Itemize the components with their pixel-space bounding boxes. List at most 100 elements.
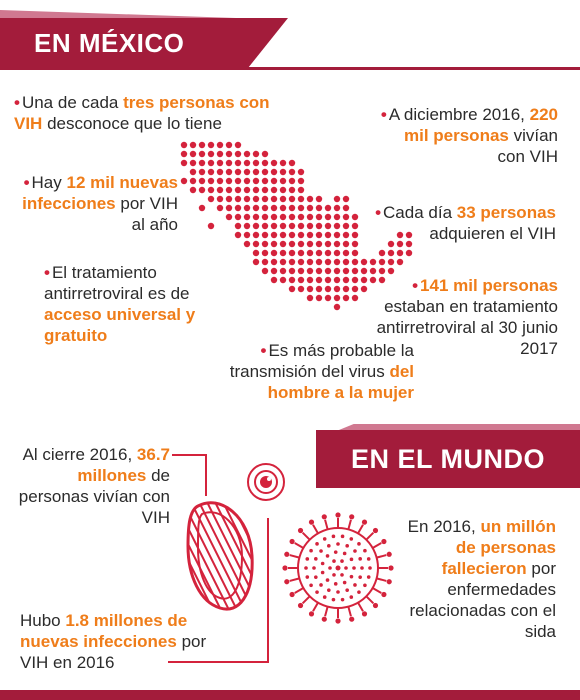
map-dot	[387, 249, 395, 257]
map-dot	[225, 141, 233, 149]
map-dot	[198, 186, 206, 194]
virus-spike	[312, 602, 319, 612]
stripe	[219, 502, 253, 610]
virus-core-dot	[314, 575, 318, 579]
map-dot	[342, 285, 350, 293]
map-dot	[297, 168, 305, 176]
map-dot	[252, 150, 260, 158]
map-dot	[225, 159, 233, 167]
map-dot	[225, 168, 233, 176]
virus-cell-icon	[282, 512, 394, 624]
map-dot	[279, 186, 287, 194]
map-dot	[207, 168, 215, 176]
map-dot	[207, 195, 215, 203]
map-dot	[189, 168, 197, 176]
map-dot	[234, 177, 242, 185]
virus-core-dot	[312, 566, 316, 570]
map-dot	[270, 267, 278, 275]
map-dot	[306, 276, 314, 284]
virus-core-dot	[349, 537, 354, 541]
map-dot	[333, 285, 341, 293]
map-dot	[306, 258, 314, 266]
map-dot	[333, 303, 341, 311]
map-dot	[333, 258, 341, 266]
map-dot	[270, 258, 278, 266]
map-dot	[288, 285, 296, 293]
map-dot	[306, 231, 314, 239]
map-dot	[288, 168, 296, 176]
map-dot	[306, 249, 314, 257]
virus-core-dot	[315, 542, 319, 546]
virus-spike-tip	[284, 579, 290, 585]
bullet-icon: •	[23, 173, 30, 192]
map-dot	[243, 222, 251, 230]
map-dot	[351, 267, 359, 275]
map-dot	[270, 168, 278, 176]
map-dot	[243, 168, 251, 176]
virus-spike-tip	[284, 551, 290, 557]
virus-spike	[365, 531, 375, 541]
map-dot	[234, 168, 242, 176]
stripe	[180, 496, 184, 616]
map-dot	[198, 150, 206, 158]
section-title-mexico: EN MÉXICO	[0, 18, 248, 68]
virus-spike	[294, 587, 304, 594]
virus-spike	[289, 554, 300, 559]
map-dot	[225, 177, 233, 185]
map-dot	[288, 258, 296, 266]
map-dot	[288, 195, 296, 203]
map-dot	[306, 213, 314, 221]
map-dot	[261, 177, 269, 185]
virus-core-dot	[349, 574, 354, 579]
map-dot	[252, 213, 260, 221]
virus-spike-tip	[297, 602, 304, 609]
virus-spike-tip	[289, 591, 295, 598]
map-dot	[306, 285, 314, 293]
virus-core-dot	[340, 559, 344, 563]
map-dot	[342, 240, 350, 248]
map-dot	[207, 177, 215, 185]
map-dot	[315, 267, 323, 275]
virus-core-dot	[333, 550, 338, 554]
map-dot	[342, 204, 350, 212]
virus-core-dot	[345, 588, 349, 592]
map-dot	[279, 168, 287, 176]
fact-world-2: Hubo 1.8 millones de nuevas infecciones …	[20, 611, 207, 672]
map-dot	[333, 294, 341, 302]
virus-core-dot	[319, 583, 323, 587]
map-dot	[216, 150, 224, 158]
fact-mx-2: • Hay 12 mil nuevas infecciones por VIH a…	[22, 173, 178, 234]
map-dot	[315, 231, 323, 239]
virus-core-dot	[349, 557, 354, 562]
fact-mx-4: • Es más probable la transmisión del viru…	[229, 341, 414, 402]
map-dot	[207, 150, 215, 158]
map-dot	[297, 240, 305, 248]
connector-line	[168, 661, 268, 663]
map-dot	[324, 258, 332, 266]
virus-core-dot	[336, 542, 340, 546]
map-dot	[333, 204, 341, 212]
map-dot	[261, 159, 269, 167]
map-dot	[342, 222, 350, 230]
map-dot	[252, 159, 260, 167]
map-dot	[198, 168, 206, 176]
stripe	[188, 502, 249, 610]
virus-spike-tip	[349, 616, 355, 622]
map-dot	[288, 267, 296, 275]
virus-spike	[357, 602, 364, 612]
virus-core-dot	[340, 597, 345, 602]
map-dot	[342, 195, 350, 203]
map-dot	[243, 240, 251, 248]
map-dot	[306, 267, 314, 275]
map-dot	[252, 195, 260, 203]
map-dot	[378, 276, 386, 284]
map-dot	[369, 276, 377, 284]
map-dot	[279, 222, 287, 230]
map-dot	[198, 141, 206, 149]
map-dot	[324, 222, 332, 230]
map-dot	[288, 231, 296, 239]
map-dot	[351, 249, 359, 257]
connector-line	[172, 454, 206, 456]
map-dot	[270, 249, 278, 257]
map-dot	[387, 267, 395, 275]
